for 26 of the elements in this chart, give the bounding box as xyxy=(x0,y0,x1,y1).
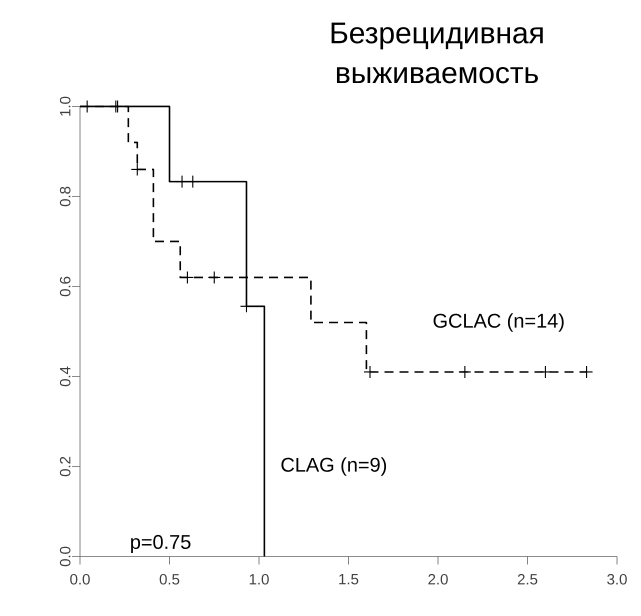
x-tick-label: 1.5 xyxy=(339,574,358,584)
y-tick-label: 0.2 xyxy=(60,456,70,476)
text: GCLAC (n=14) xyxy=(434,313,564,332)
y-tick-label: 0.0 xyxy=(60,546,70,566)
x-tick-label: 0.0 xyxy=(70,574,90,585)
point xyxy=(175,175,189,188)
x-tick-label: 2.0 xyxy=(428,574,448,585)
y-tick-label: 1.0 xyxy=(60,96,70,116)
point xyxy=(538,365,552,379)
point xyxy=(186,175,200,188)
x-tick-label: 0.5 xyxy=(160,574,180,585)
x-tick-label: 1.0 xyxy=(250,574,269,585)
point xyxy=(180,270,194,284)
point xyxy=(363,365,377,379)
series-label: CLAG (n=9) xyxy=(281,457,386,476)
annotation: p=0.75 xyxy=(131,534,190,553)
chart-title: Безрецидивная выживаемость xyxy=(332,22,543,84)
x-tick-label: 3.0 xyxy=(607,574,627,585)
y-tick-label: 0.6 xyxy=(60,276,70,296)
point xyxy=(208,270,221,284)
point xyxy=(580,365,594,379)
point xyxy=(458,365,472,379)
y-tick-label: 0.8 xyxy=(60,186,70,206)
y-tick-label: 0.4 xyxy=(60,366,70,386)
x-tick-label: 2.5 xyxy=(518,574,538,585)
point xyxy=(130,162,144,176)
